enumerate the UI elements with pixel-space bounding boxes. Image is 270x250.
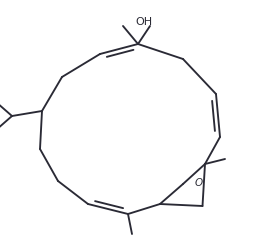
Text: O: O	[195, 177, 203, 187]
Text: OH: OH	[136, 17, 153, 27]
